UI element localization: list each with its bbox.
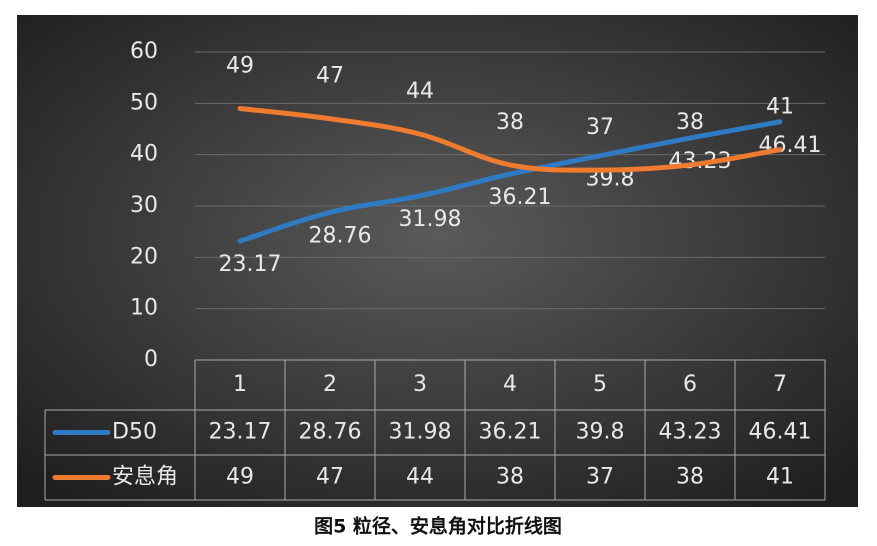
series-line [237,119,783,244]
data-label: 37 [586,115,614,140]
table-value: 47 [316,465,344,490]
data-label: 38 [496,110,524,135]
table-value: 41 [766,465,794,490]
chart-caption: 图5 粒径、安息角对比折线图 [314,515,562,538]
series-line [237,105,783,173]
table-value: 31.98 [389,420,452,445]
x-tick-label: 7 [773,372,787,397]
y-tick-label: 10 [130,296,158,321]
x-tick-label: 2 [323,372,337,397]
table-value: 43.23 [659,420,722,445]
data-label: 38 [676,110,704,135]
y-tick-label: 40 [130,142,158,167]
chart-background [17,15,858,507]
y-tick-label: 20 [130,244,158,269]
x-tick-label: 6 [683,372,697,397]
x-tick-label: 5 [593,372,607,397]
data-label: 49 [226,53,254,78]
data-label: 47 [316,64,344,89]
table-value: 46.41 [749,420,812,445]
table-value: 37 [586,465,614,490]
data-label: 31.98 [399,207,462,232]
x-tick-label: 3 [413,372,427,397]
legend-label: D50 [112,420,157,445]
x-tick-label: 4 [503,372,517,397]
table-value: 23.17 [209,420,272,445]
table-value: 49 [226,465,254,490]
y-tick-label: 0 [144,347,158,372]
y-tick-label: 30 [130,193,158,218]
table-value: 38 [496,465,524,490]
x-tick-label: 1 [233,372,247,397]
y-tick-label: 50 [130,90,158,115]
legend-label: 安息角 [112,465,178,490]
data-label: 23.17 [219,252,282,277]
table-value: 28.76 [299,420,362,445]
table-value: 38 [676,465,704,490]
y-tick-label: 60 [130,39,158,64]
data-label: 28.76 [309,223,372,248]
data-label: 36.21 [489,185,552,210]
table-value: 39.8 [576,420,625,445]
table-value: 44 [406,465,434,490]
table-value: 36.21 [479,420,542,445]
data-label: 44 [406,79,434,104]
data-label: 41 [766,95,794,120]
